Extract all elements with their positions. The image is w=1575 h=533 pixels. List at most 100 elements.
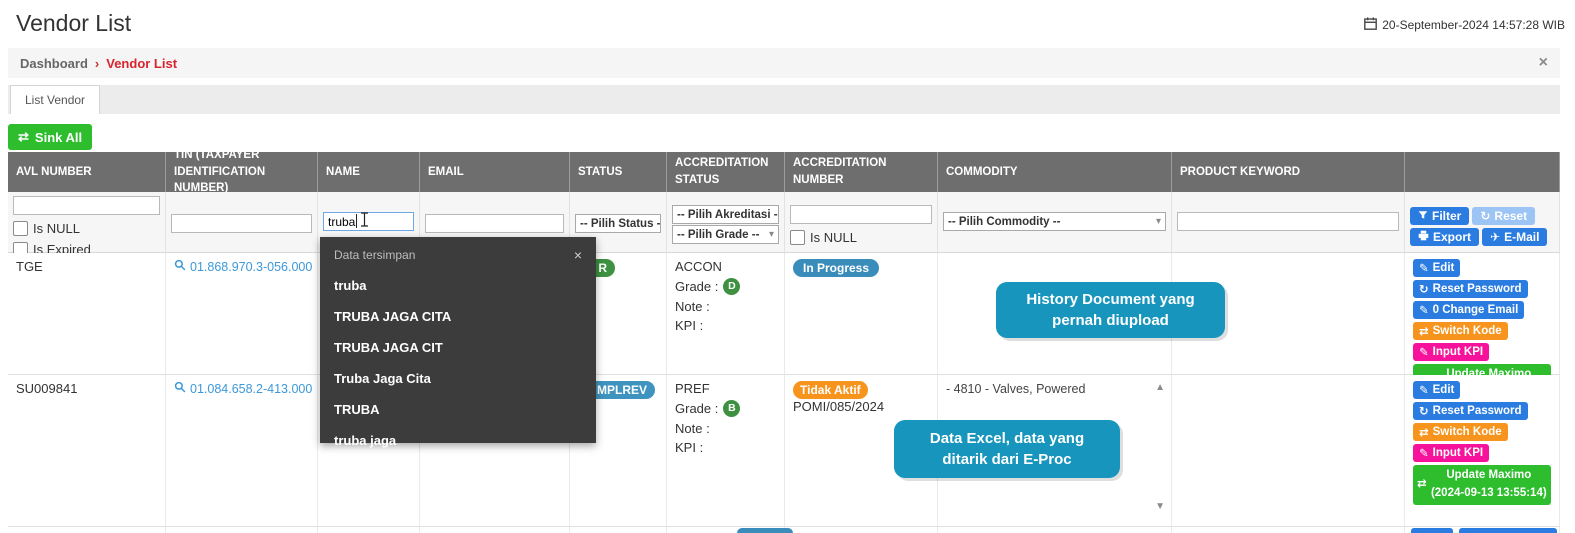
kpi-label: KPI : <box>675 318 704 333</box>
product-keyword-filter-input[interactable] <box>1177 212 1399 231</box>
cell-status: MPLREV <box>565 375 667 527</box>
filter-cell-actions: Filter ↻ Reset Export ✈ E-Mail <box>1405 192 1560 253</box>
table-header-row: AVL NUMBER TIN (TAXPAYER IDENTIFICATION … <box>8 149 1560 194</box>
autocomplete-item[interactable]: truba jaga <box>334 433 397 448</box>
reset-button[interactable]: ↻ Reset <box>1472 207 1536 225</box>
note-label: Note : <box>675 299 710 314</box>
grade-label: Grade : <box>675 401 719 416</box>
column-header-name: NAME <box>318 152 420 192</box>
column-header-email: EMAIL <box>420 152 570 192</box>
avl-filter-input[interactable] <box>13 196 160 215</box>
commodity-select[interactable]: -- Pilih Commodity -- ▾ <box>943 212 1166 231</box>
column-header-tin: TIN (TAXPAYER IDENTIFICATION NUMBER) <box>166 149 318 194</box>
tab-label: List Vendor <box>25 93 86 107</box>
update-maximo-button[interactable]: ⇄ Update Maximo (2024-09-13 13:55:14) <box>1413 465 1551 505</box>
edit-icon: ✎ <box>1419 305 1429 317</box>
checkbox-icon[interactable] <box>790 230 805 245</box>
close-icon[interactable]: × <box>1538 54 1548 71</box>
avl-is-null-checkbox[interactable]: Is NULL <box>13 221 160 236</box>
breadcrumb: Dashboard › Vendor List × <box>8 48 1560 78</box>
cell-actions: ✎ Edit ↻ Reset Password ✎ 0 Change Email ⇄ S… <box>1405 253 1560 404</box>
input-kpi-button[interactable]: ✎ Input KPI <box>1413 444 1490 462</box>
partial-badge <box>737 528 793 533</box>
autocomplete-item[interactable]: TRUBA JAGA CIT <box>334 340 443 355</box>
chevron-down-icon: ▾ <box>1155 216 1161 227</box>
autocomplete-title: Data tersimpan <box>334 248 416 262</box>
sink-all-label: Sink All <box>34 129 83 145</box>
filter-cell-accreditation-number: Is NULL <box>785 192 938 253</box>
close-icon[interactable]: × <box>573 247 582 263</box>
column-header-status: STATUS <box>570 152 667 192</box>
calendar-icon <box>1364 17 1378 33</box>
akreditasi-select[interactable]: -- Pilih Akreditasi -- <box>672 205 779 224</box>
filter-cell-product-keyword <box>1172 192 1405 253</box>
export-button[interactable]: Export <box>1410 228 1480 246</box>
grade-select[interactable]: -- Pilih Grade -- ▾ <box>672 225 779 244</box>
scroll-up-icon[interactable]: ▲ <box>1155 382 1165 393</box>
clock: 20-September-2024 14:57:28 WIB <box>1364 17 1565 33</box>
email-button[interactable]: ✈ E-Mail <box>1482 228 1548 246</box>
status-select[interactable]: -- Pilih Status -- <box>575 214 661 233</box>
switch-kode-button[interactable]: ⇄ Switch Kode <box>1413 423 1508 441</box>
edit-icon: ✎ <box>1419 385 1429 397</box>
breadcrumb-dashboard[interactable]: Dashboard <box>20 55 88 71</box>
column-header-commodity: COMMODITY <box>938 152 1172 192</box>
filter-cell-accreditation-status: -- Pilih Akreditasi -- -- Pilih Grade --… <box>667 192 785 253</box>
vendor-table: AVL NUMBER TIN (TAXPAYER IDENTIFICATION … <box>8 149 1560 533</box>
ibeam-cursor-icon <box>360 212 369 230</box>
name-filter-input[interactable] <box>323 212 414 231</box>
cell-accreditation-number: In Progress <box>785 253 938 375</box>
cell-actions: ✎ Edit ↻ Reset Password ⇄ Switch Kode ✎ Inpu… <box>1405 375 1560 527</box>
autocomplete-item[interactable]: TRUBA JAGA CITA <box>334 309 452 324</box>
edit-button[interactable]: ✎ Edit <box>1413 259 1461 277</box>
tin-link[interactable]: 01.868.970.3-056.000 <box>174 259 312 274</box>
column-header-actions <box>1405 152 1560 192</box>
autocomplete-dropdown: Data tersimpan × truba TRUBA JAGA CITA T… <box>320 237 596 448</box>
edit-button[interactable]: ✎ Edit <box>1413 381 1461 399</box>
edit-icon: ✎ <box>1419 347 1429 359</box>
tin-filter-input[interactable] <box>171 214 312 233</box>
accreditation-type: PREF <box>675 381 710 396</box>
column-header-accreditation-status: ACCREDITATION STATUS <box>667 152 785 192</box>
reset-password-button[interactable]: ↻ Reset Password <box>1413 402 1528 420</box>
column-header-avl: AVL NUMBER <box>8 152 166 192</box>
reset-icon: ↻ <box>1419 406 1429 418</box>
filter-button[interactable]: Filter <box>1410 207 1470 225</box>
filter-cell-avl: Is NULL Is Expired <box>8 192 166 257</box>
checkbox-icon[interactable] <box>13 221 28 236</box>
cell-avl: TGE <box>8 253 166 375</box>
tab-strip: List Vendor <box>8 85 1560 114</box>
cell-product-keyword <box>1172 375 1405 527</box>
accnum-is-null-checkbox[interactable]: Is NULL <box>790 230 932 245</box>
switch-kode-button[interactable]: ⇄ Switch Kode <box>1413 322 1508 340</box>
change-email-button[interactable]: ✎ 0 Change Email <box>1413 301 1525 319</box>
email-filter-input[interactable] <box>425 214 564 233</box>
reset-password-button[interactable]: ↻ Reset Password <box>1413 280 1528 298</box>
cell-avl: SU009841 <box>8 375 166 527</box>
breadcrumb-current: Vendor List <box>106 55 178 71</box>
autocomplete-item[interactable]: TRUBA <box>334 402 380 417</box>
datetime-text: 20-September-2024 14:57:28 WIB <box>1382 18 1565 32</box>
edit-icon: ✎ <box>1419 263 1429 275</box>
note-label: Note : <box>675 421 710 436</box>
tidak-aktif-badge: Tidak Aktif <box>793 381 868 399</box>
scroll-down-icon[interactable]: ▼ <box>1155 501 1165 512</box>
callout-history-document: History Document yang pernah diupload <box>996 282 1225 338</box>
tin-link[interactable]: 01.084.658.2-413.000 <box>174 381 312 396</box>
sink-all-button[interactable]: ⇄ Sink All <box>8 124 93 150</box>
sync-icon: ⇄ <box>1419 427 1429 439</box>
input-kpi-button[interactable]: ✎ Input KPI <box>1413 343 1490 361</box>
accreditation-number-filter-input[interactable] <box>790 205 932 224</box>
kpi-label: KPI : <box>675 440 704 455</box>
tab-list-vendor[interactable]: List Vendor <box>10 85 101 114</box>
column-header-product-keyword: PRODUCT KEYWORD <box>1172 152 1405 192</box>
autocomplete-item[interactable]: Truba Jaga Cita <box>334 371 431 386</box>
accreditation-number-text: POMI/085/2024 <box>793 399 885 414</box>
edit-icon: ✎ <box>1419 448 1429 460</box>
autocomplete-item[interactable]: truba <box>334 278 367 293</box>
partial-button <box>1411 528 1453 533</box>
grade-label: Grade : <box>675 279 719 294</box>
paper-plane-icon: ✈ <box>1490 230 1501 244</box>
sync-icon: ⇄ <box>1417 477 1427 490</box>
